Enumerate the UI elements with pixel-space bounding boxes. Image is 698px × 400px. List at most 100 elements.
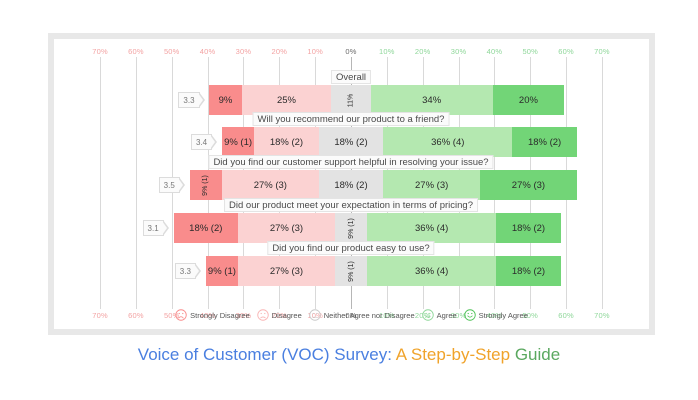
bar-segment-sa[interactable]: 20%	[492, 85, 565, 115]
axis-tick-label-bottom: 70%	[92, 311, 108, 320]
bar-segment-value: 11%	[347, 93, 355, 107]
axis-tick-label-top: 20%	[271, 47, 288, 56]
slight-frown-face-icon	[257, 309, 269, 321]
chart-card: 70% 60% 50% 40% 30% 20% 10% 0% 10% 20% 30% 40% 50% 60…	[48, 33, 655, 335]
axis-tick-label-top: 30%	[235, 47, 252, 56]
bar-segment-n[interactable]: 9% (1)	[334, 213, 368, 243]
bar-segment-a[interactable]: 36% (4)	[383, 127, 513, 157]
bar-segment-d[interactable]: 27% (3)	[221, 170, 319, 200]
axis-tick-label-top: 70%	[594, 47, 610, 56]
bar-segment-value: 27% (3)	[269, 265, 304, 277]
legend-item-label: Strongly Agree	[478, 310, 528, 320]
bar-segment-value: 36% (4)	[415, 222, 449, 234]
axis-tick-label-top: 60%	[558, 47, 574, 56]
row-rating-badge: 3.3	[178, 92, 205, 108]
legend-item-label: Agree	[436, 310, 457, 320]
axis-tick-label-bottom: 50%	[522, 311, 539, 320]
axis-tick-label-top: 30%	[450, 47, 467, 56]
bar-segment-sd[interactable]: 9% (1)	[205, 256, 239, 286]
bar-segment-n[interactable]: 18% (2)	[318, 170, 384, 200]
chart-row: 9% (1) 27% (3) 18% (2) 27% (3) 27% (3)	[54, 170, 649, 200]
axis-tick-label-top: 70%	[92, 47, 108, 56]
question-label: Did you find our customer support helpfu…	[208, 155, 494, 169]
chart-row: 9% (1) 18% (2) 18% (2) 36% (4) 18% (2)	[54, 127, 649, 157]
axis-tick-label-bottom: 30%	[450, 311, 467, 320]
bar-segment-d[interactable]: 27% (3)	[238, 256, 335, 286]
question-label: Did our product meet your expectation in…	[224, 198, 478, 212]
legend-item-sa[interactable]: Strongly Agree	[463, 309, 528, 321]
smile-face-icon	[463, 309, 476, 321]
row-rating-badge: 3.1	[142, 220, 169, 236]
axis-tick-label-top: 50%	[163, 47, 180, 56]
gridline	[601, 57, 603, 309]
bar-segment-value: 9% (1)	[207, 265, 236, 277]
axis-tick-label-bottom: 30%	[235, 311, 252, 320]
bar-segment-value: 18% (2)	[269, 136, 304, 148]
page-caption: Voice of Customer (VOC) Survey: A Step-b…	[0, 345, 698, 365]
bar-segment-a[interactable]: 27% (3)	[383, 170, 481, 200]
legend-item-a[interactable]: Agree	[421, 309, 457, 321]
bar-segment-sd[interactable]: 18% (2)	[173, 213, 239, 243]
legend-item-sd[interactable]: Strongly Disagree	[175, 309, 250, 321]
row-rating-badge: 3.4	[190, 134, 218, 150]
chart-legend: Strongly Disagree Disagree Neither Agree n…	[54, 309, 649, 321]
bar-segment-value: 18% (2)	[334, 179, 368, 191]
chart-row: 9% (1) 27% (3) 9% (1) 36% (4) 18% (2)	[54, 256, 649, 286]
bar-segment-sd[interactable]: 9% (1)	[221, 127, 255, 157]
bar-segment-value: 34%	[422, 94, 442, 106]
bar-segment-value: 18% (2)	[511, 265, 546, 277]
row-rating-badge: 3.5	[158, 177, 185, 193]
bar-segment-value: 9% (1)	[224, 136, 253, 148]
bar-segment-d[interactable]: 27% (3)	[238, 213, 335, 243]
bar-segment-value: 25%	[276, 94, 296, 106]
bar-segment-sa[interactable]: 18% (2)	[496, 213, 561, 243]
bar-segment-a[interactable]: 36% (4)	[367, 213, 497, 243]
bar-segment-value: 36% (4)	[431, 136, 465, 148]
bar-segment-d[interactable]: 25%	[241, 85, 332, 115]
bar-segment-a[interactable]: 34%	[370, 85, 493, 115]
axis-tick-label-top: 10%	[379, 47, 395, 56]
bar-segment-value: 18% (2)	[334, 136, 368, 148]
axis-tick-label-top: 40%	[486, 47, 503, 56]
axis-tick-label-top: 40%	[199, 47, 216, 56]
axis-tick-label-bottom: 70%	[594, 311, 610, 320]
bar-segment-sa[interactable]: 18% (2)	[496, 256, 561, 286]
legend-item-d[interactable]: Disagree	[257, 309, 302, 321]
bar-segment-n[interactable]: 11%	[331, 85, 371, 115]
axis-tick-label-bottom: 50%	[163, 311, 180, 320]
legend-item-label: Strongly Disagree	[190, 310, 250, 320]
bar-segment-sd[interactable]: 9% (1)	[189, 170, 222, 200]
bar-segment-sd[interactable]: 9%	[209, 85, 242, 115]
question-label: Did you find our product easy to use?	[267, 241, 435, 255]
axis-tick-label-bottom: 60%	[128, 311, 144, 320]
bar-segment-d[interactable]: 18% (2)	[254, 127, 319, 157]
bar-segment-value: 9%	[218, 94, 233, 106]
axis-tick-label-bottom: 10%	[379, 311, 395, 320]
chart-row: 9% 25% 11% 34% 20%	[54, 85, 649, 115]
bar-segment-value: 20%	[518, 94, 538, 106]
neutral-face-icon	[309, 309, 321, 321]
bar-segment-n[interactable]: 18% (2)	[318, 127, 384, 157]
bar-segment-a[interactable]: 36% (4)	[367, 256, 497, 286]
axis-tick-label-top: 20%	[414, 47, 431, 56]
gridline	[135, 57, 137, 309]
bar-segment-value: 36% (4)	[415, 265, 449, 277]
bar-segment-value: 27% (3)	[511, 179, 546, 191]
slight-smile-face-icon	[421, 309, 434, 321]
likert-chart-plot: 70% 60% 50% 40% 30% 20% 10% 0% 10% 20% 30% 40% 50% 60…	[54, 39, 649, 329]
axis-tick-label-bottom: 10%	[307, 311, 323, 320]
overall-label: Overall	[330, 70, 372, 84]
bar-segment-value: 9% (1)	[202, 174, 210, 196]
axis-tick-label-bottom: 20%	[271, 311, 288, 320]
legend-item-n[interactable]: Neither Agree nor Disagree	[309, 309, 415, 321]
axis-tick-label-top: 50%	[522, 47, 539, 56]
bar-segment-value: 27% (3)	[415, 179, 449, 191]
bar-segment-sa[interactable]: 27% (3)	[480, 170, 577, 200]
bar-segment-value: 27% (3)	[269, 222, 304, 234]
bar-segment-sa[interactable]: 18% (2)	[512, 127, 577, 157]
caption-part-3: Guide	[514, 345, 561, 364]
axis-tick-label-bottom: 60%	[558, 311, 574, 320]
bar-segment-n[interactable]: 9% (1)	[334, 256, 368, 286]
axis-tick-label-bottom: 40%	[486, 311, 503, 320]
